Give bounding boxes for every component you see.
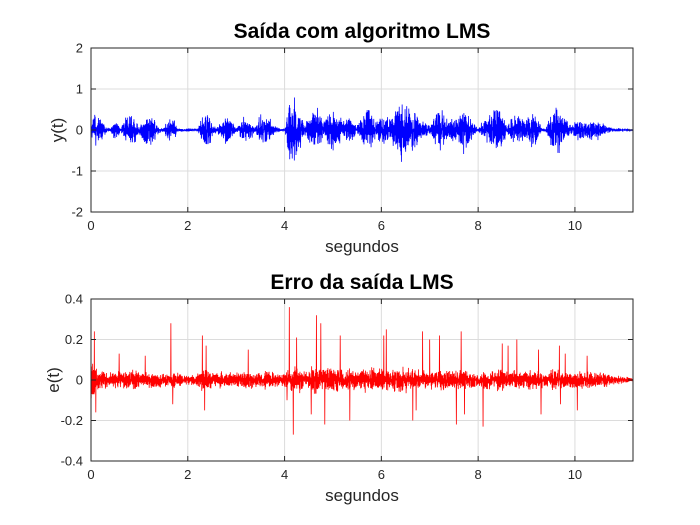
subplot-error: 0 2 4 6 8 10 -0.4 -0.2 0 0.2 0.4 Erro da saída LMS…: [44, 271, 634, 505]
y-axis-label: e(t): [44, 367, 63, 393]
y-tick-label: 0: [76, 123, 83, 138]
y-tick-label: -2: [71, 205, 83, 220]
x-tick-label: 2: [184, 467, 191, 482]
axis-ticks: 0 2 4 6 8 10 -2 -1 0 1 2: [71, 41, 633, 233]
y-tick-label: 1: [76, 82, 83, 97]
x-tick-label: 0: [87, 467, 94, 482]
chart-title: Saída com algoritmo LMS: [234, 20, 491, 43]
y-tick-label: 0: [76, 373, 83, 388]
y-tick-label: -0.2: [61, 413, 83, 428]
y-tick-label: 0.4: [65, 292, 83, 307]
x-tick-label: 4: [281, 218, 288, 233]
x-tick-label: 8: [475, 467, 482, 482]
subplot-output: 0 2 4 6 8 10 -2 -1 0 1 2 Saída com algoritmo LMS s…: [48, 20, 634, 256]
x-tick-label: 10: [568, 218, 582, 233]
x-tick-label: 10: [568, 467, 582, 482]
x-tick-label: 6: [378, 218, 385, 233]
chart-title: Erro da saída LMS: [270, 271, 453, 294]
signal-line: [90, 307, 634, 435]
waveform-plot: [90, 307, 634, 435]
waveform-plot: [90, 97, 634, 162]
x-tick-label: 0: [87, 218, 94, 233]
x-tick-label: 2: [184, 218, 191, 233]
y-tick-label: -0.4: [61, 454, 83, 469]
y-tick-label: -1: [71, 164, 83, 179]
x-axis-label: segundos: [325, 237, 399, 256]
x-tick-label: 8: [475, 218, 482, 233]
x-axis-label: segundos: [325, 486, 399, 505]
y-tick-label: 0.2: [65, 332, 83, 347]
axis-ticks: 0 2 4 6 8 10 -0.4 -0.2 0 0.2 0.4: [61, 292, 633, 482]
x-tick-label: 4: [281, 467, 288, 482]
y-tick-label: 2: [76, 41, 83, 56]
signal-line: [90, 97, 634, 162]
y-axis-label: y(t): [48, 118, 67, 143]
x-tick-label: 6: [378, 467, 385, 482]
